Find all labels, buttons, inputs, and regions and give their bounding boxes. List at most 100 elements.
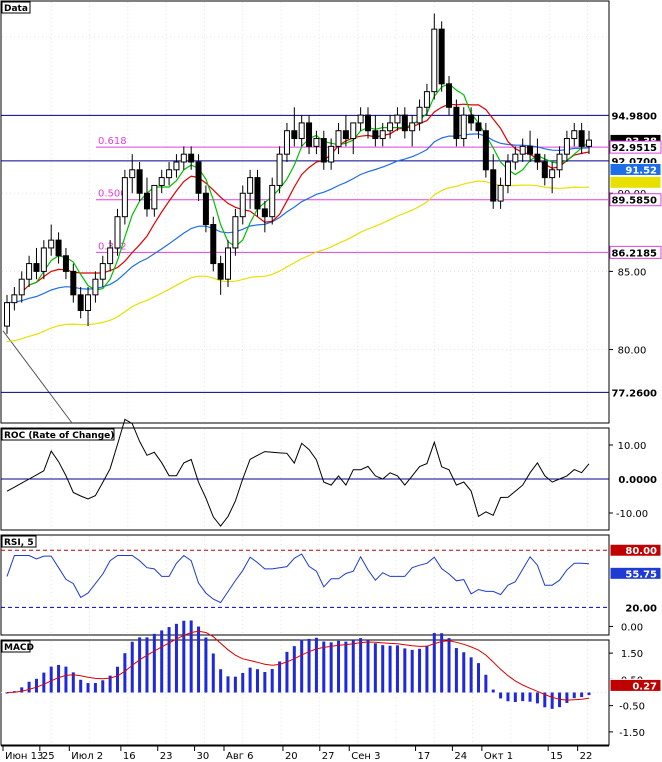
macd-bar <box>300 639 304 693</box>
candle-body <box>379 130 386 140</box>
macd-bar <box>241 673 245 693</box>
candle-body <box>99 263 106 280</box>
candle-body <box>416 106 423 124</box>
candle-body <box>453 106 460 140</box>
candle-body <box>357 114 364 124</box>
candle-body <box>62 255 69 272</box>
axis-tick-label: -1.50 <box>619 728 645 739</box>
candle-body <box>254 177 261 210</box>
price-tag-label: 92.0700 <box>611 157 657 168</box>
macd-bar <box>587 692 591 696</box>
macd-bar <box>160 630 164 693</box>
macd-bar <box>138 637 142 693</box>
macd-bar <box>425 645 429 693</box>
candle-body <box>48 239 55 249</box>
macd-bar <box>233 676 237 693</box>
macd-bar <box>278 661 282 693</box>
x-axis-label: 23 <box>160 751 173 762</box>
candle-body <box>423 91 430 108</box>
candle-body <box>519 145 526 155</box>
candle-body <box>401 114 408 132</box>
candle-body <box>55 239 62 257</box>
x-axis-label: 25 <box>42 751 55 762</box>
roc-line <box>6 418 590 527</box>
fibonacci-label: 0.500 <box>98 189 127 200</box>
x-axis-label: 27 <box>322 751 335 762</box>
candle-body <box>202 192 209 226</box>
macd-bar <box>34 678 38 693</box>
macd-bar <box>344 641 348 693</box>
panel-frame <box>0 0 610 424</box>
macd-bar <box>5 692 9 694</box>
price-tag <box>609 385 662 399</box>
candle-body <box>534 153 541 163</box>
macd-bar <box>108 675 112 693</box>
candle-body <box>85 294 92 311</box>
macd-histogram <box>5 620 591 709</box>
price-tag-label: 20.00 <box>625 603 657 614</box>
x-axis-label: Сен 3 <box>351 751 380 762</box>
macd-bar <box>491 689 495 693</box>
macd-bar <box>20 687 24 693</box>
candle-body <box>173 161 180 171</box>
macd-bar <box>373 643 377 693</box>
candle-body <box>107 247 114 265</box>
macd-bar <box>123 653 127 693</box>
price-tag-label: 0.0000 <box>618 475 657 486</box>
price-tag <box>609 245 662 259</box>
macd-bar <box>101 680 105 693</box>
macd-bar <box>506 692 510 702</box>
candle-body <box>210 224 217 265</box>
candle-body <box>33 263 40 272</box>
candle-body <box>586 139 592 147</box>
macd-bar <box>580 692 584 698</box>
candle-body <box>92 278 99 296</box>
fibonacci-label: 0.618 <box>98 136 127 147</box>
macd-bar <box>263 672 267 693</box>
candle-body <box>556 153 563 171</box>
price-tag-label: 77.2600 <box>611 388 657 399</box>
x-axis-label: 30 <box>197 751 210 762</box>
price-tag-label: 91.52 <box>625 165 657 176</box>
candle-body <box>4 302 10 327</box>
macd-signal-line <box>6 630 590 701</box>
macd-bar <box>565 692 569 703</box>
price-tag-label: 55.75 <box>625 569 657 580</box>
macd-bar <box>86 683 90 693</box>
candle-body <box>468 114 475 124</box>
candle-body <box>298 122 305 140</box>
macd-bar <box>484 674 488 693</box>
price-tag-label: 0.27 <box>632 681 657 692</box>
x-axis-label: 22 <box>580 751 593 762</box>
macd-bar <box>79 679 83 693</box>
candle-body <box>239 192 246 218</box>
candle-body <box>571 130 578 140</box>
price-tag <box>609 600 662 614</box>
axis-tick-label: 80.00 <box>618 346 647 357</box>
macd-bar <box>27 681 31 693</box>
candle-body <box>291 130 298 140</box>
price-tag-label: 94.9800 <box>611 111 657 122</box>
candle-body <box>143 192 150 210</box>
fibonacci-label: 0.382 <box>98 241 127 252</box>
macd-bar <box>314 637 318 693</box>
price-tag <box>609 162 662 176</box>
macd-bar <box>130 641 134 693</box>
candle-body <box>180 153 187 163</box>
macd-bar <box>182 620 186 693</box>
macd-bar <box>93 682 97 693</box>
candle-body <box>527 145 534 155</box>
candle-body <box>247 177 254 194</box>
candle-body <box>328 145 335 163</box>
macd-bar <box>145 637 149 693</box>
x-axis-label: Июл 2 <box>71 751 103 762</box>
macd-bar <box>197 626 201 693</box>
macd-bar <box>351 640 355 693</box>
candle-body <box>121 177 128 218</box>
macd-bar <box>499 692 503 699</box>
axis-tick-label: 10.00 <box>618 441 647 452</box>
ma-yellow-tag <box>609 175 662 189</box>
macd-bar <box>189 620 193 693</box>
macd-bar <box>410 649 414 693</box>
